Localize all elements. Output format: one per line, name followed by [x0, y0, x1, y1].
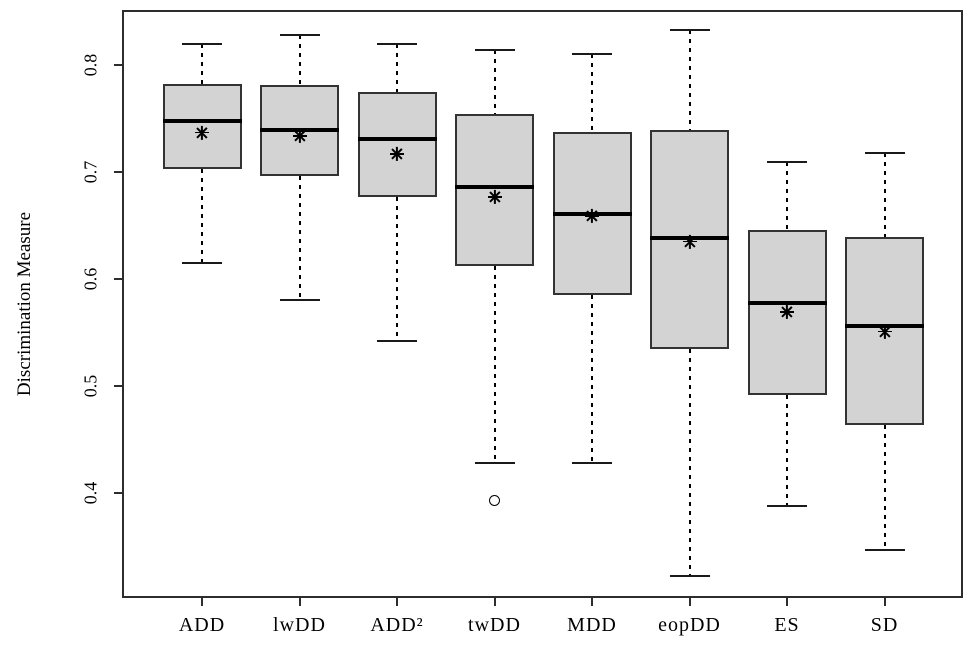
upper-whisker-line [786, 162, 788, 230]
x-axis-tick [201, 598, 203, 606]
y-axis-tick-label: 0.7 [80, 160, 101, 184]
x-axis-category-label-1: ADD [178, 614, 226, 636]
x-axis-category-label-6: eopDD [658, 614, 721, 636]
x-axis-tick [688, 598, 691, 606]
upper-whisker-cap [767, 161, 807, 164]
x-axis-category-label-5: MDD [567, 614, 617, 636]
lower-whisker-line [298, 176, 301, 301]
upper-whisker-line [591, 54, 593, 133]
median-line [357, 136, 437, 141]
upper-whisker-line [396, 43, 398, 92]
median-line [162, 118, 242, 123]
outlier-point [489, 494, 500, 506]
x-axis-tick [591, 598, 593, 606]
lower-whisker-cap [572, 462, 612, 465]
upper-whisker-line [493, 50, 496, 115]
mean-marker [390, 146, 404, 161]
mean-marker [195, 125, 209, 140]
plot-frame [122, 10, 963, 598]
y-axis-tick-label: 0.4 [80, 481, 101, 505]
upper-whisker-cap [669, 28, 710, 31]
x-axis-category-label-7: ES [774, 614, 800, 636]
y-axis-tick-label: 0.6 [80, 267, 101, 291]
lower-whisker-cap [377, 340, 417, 343]
median-line [455, 184, 534, 189]
lower-whisker-line [396, 196, 398, 342]
x-axis-tick [396, 598, 398, 606]
y-axis-tick [114, 492, 122, 494]
x-axis-tick [883, 598, 886, 606]
x-axis-category-label-2: lwDD [273, 614, 326, 636]
upper-whisker-line [298, 35, 301, 86]
y-axis-tick-label: 0.8 [80, 53, 101, 77]
x-axis-category-label-3: ADD² [370, 614, 424, 636]
lower-whisker-cap [279, 299, 320, 302]
lower-whisker-line [786, 394, 788, 506]
upper-whisker-line [201, 43, 203, 85]
mean-marker [585, 208, 599, 223]
upper-whisker-cap [279, 34, 320, 37]
upper-whisker-cap [864, 151, 905, 154]
iqr-box [162, 84, 242, 169]
mean-marker [682, 234, 697, 249]
y-axis-title: Discrimination Measure [14, 211, 35, 397]
iqr-box [357, 91, 437, 197]
y-axis-tick-label: 0.5 [80, 374, 101, 398]
lower-whisker-cap [669, 575, 710, 578]
upper-whisker-cap [572, 53, 612, 56]
upper-whisker-cap [182, 42, 222, 45]
mean-marker [487, 189, 502, 204]
lower-whisker-line [493, 266, 496, 464]
upper-whisker-cap [474, 49, 515, 52]
x-axis-tick [298, 598, 301, 606]
lower-whisker-cap [864, 548, 905, 551]
x-axis-tick [493, 598, 496, 606]
lower-whisker-line [688, 348, 691, 577]
y-axis-tick [114, 385, 122, 387]
x-axis-category-label-8: SD [870, 614, 899, 636]
mean-marker [877, 324, 892, 339]
mean-marker [292, 128, 307, 143]
y-axis-tick [114, 64, 122, 66]
plot-area: Discrimination Measure 0.4 0.5 0.6 0.7 0.8 AD… [14, 10, 963, 636]
lower-whisker-line [591, 295, 593, 464]
lower-whisker-cap [767, 504, 807, 507]
y-axis-tick [114, 171, 122, 173]
mean-marker [780, 305, 794, 320]
lower-whisker-cap [474, 462, 515, 465]
lower-whisker-line [883, 424, 886, 550]
y-axis-tick [114, 278, 122, 280]
lower-whisker-line [201, 168, 203, 263]
x-axis-tick [786, 598, 788, 606]
upper-whisker-line [883, 152, 886, 238]
lower-whisker-cap [182, 261, 222, 264]
x-axis-category-label-4: twDD [468, 614, 521, 636]
upper-whisker-cap [377, 42, 417, 45]
upper-whisker-line [688, 29, 691, 131]
median-line [747, 300, 827, 305]
